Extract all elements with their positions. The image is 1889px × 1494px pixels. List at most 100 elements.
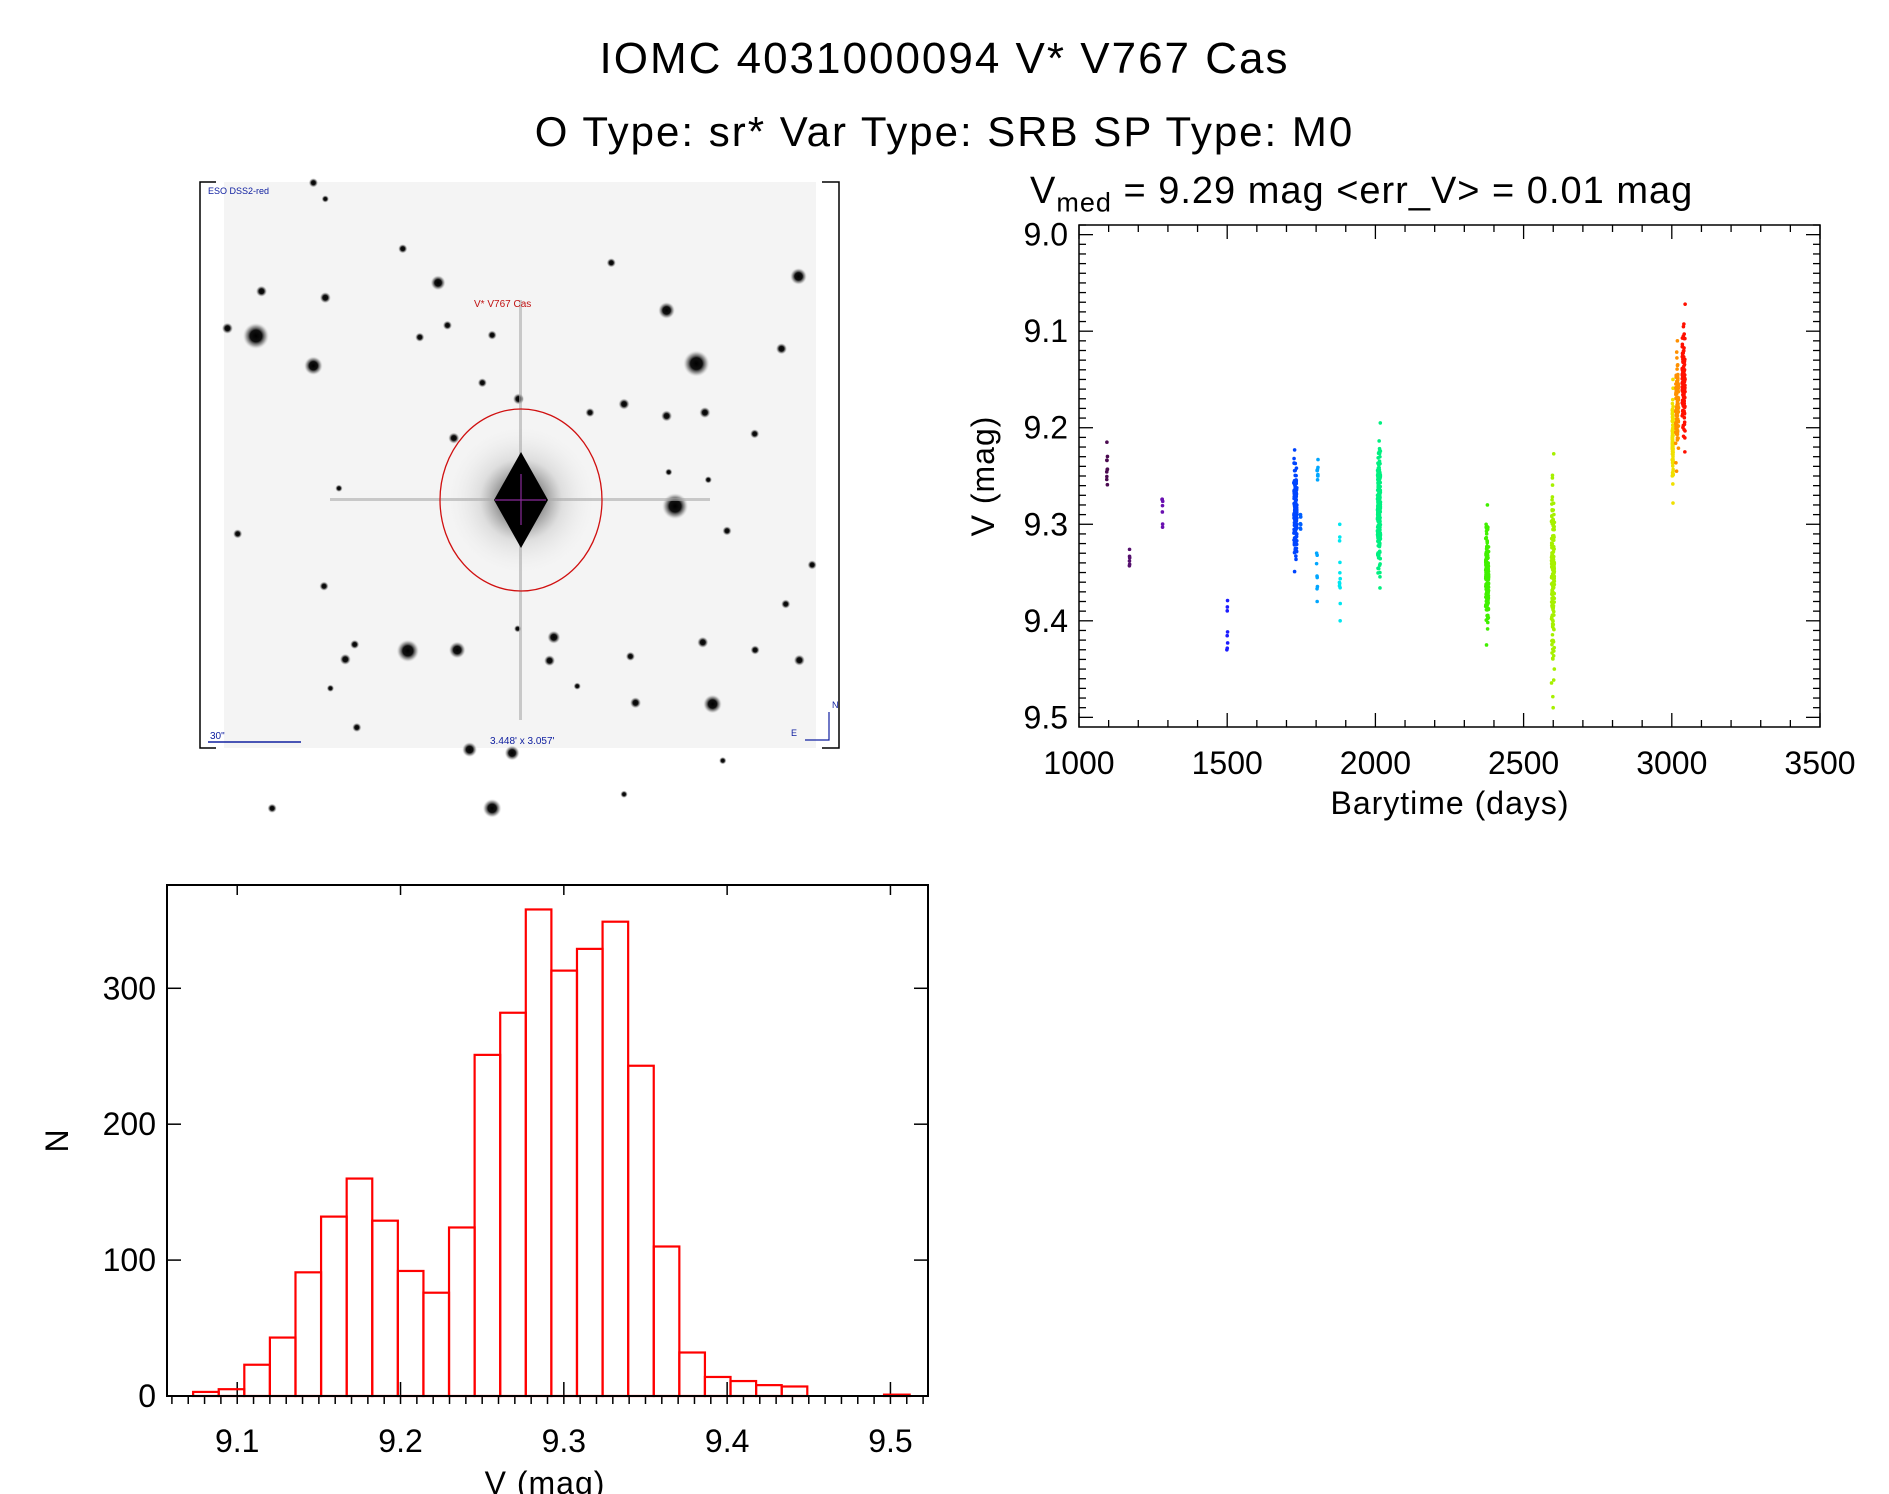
data-point <box>1671 386 1675 391</box>
series-epoch-6 <box>1298 512 1303 531</box>
data-point <box>1377 497 1381 501</box>
data-point <box>1551 533 1556 538</box>
histogram-bar <box>678 1351 707 1398</box>
star <box>606 258 616 268</box>
data-point <box>1294 526 1299 530</box>
data-point <box>1484 532 1489 536</box>
data-point <box>1674 396 1678 401</box>
data-point <box>1483 604 1488 609</box>
series-epoch-3 <box>1160 497 1165 529</box>
star <box>625 651 636 662</box>
data-point <box>1377 446 1382 451</box>
north-label: N <box>832 700 839 710</box>
data-point <box>1377 479 1381 483</box>
data-point <box>1377 513 1382 517</box>
data-point <box>1681 324 1686 329</box>
star <box>573 682 581 690</box>
lightcurve-title: Vmed = 9.29 mag <err_V> = 0.01 mag <box>1030 170 1693 219</box>
east-label: E <box>791 728 797 738</box>
star <box>722 526 732 536</box>
data-point <box>1551 678 1556 682</box>
histogram-bar <box>217 1388 246 1398</box>
data-point <box>1293 473 1297 478</box>
data-point <box>1377 468 1382 472</box>
data-point <box>1671 482 1675 486</box>
data-point <box>1675 382 1679 387</box>
data-point <box>1551 451 1556 456</box>
star <box>267 803 277 813</box>
star <box>448 641 466 659</box>
data-point <box>1105 467 1110 472</box>
data-point <box>1681 349 1686 353</box>
lightcurve-axes-frame <box>1078 224 1821 728</box>
star <box>793 654 805 666</box>
data-point <box>1378 537 1383 541</box>
data-point <box>1680 366 1685 371</box>
data-point <box>1127 556 1132 560</box>
fov-label: 3.448' x 3.057' <box>490 736 555 747</box>
histogram-bar <box>396 1269 425 1398</box>
data-point <box>1378 421 1383 425</box>
data-point <box>1293 546 1298 551</box>
data-point <box>1337 522 1342 527</box>
data-point <box>1670 433 1675 438</box>
data-point <box>1551 549 1556 554</box>
histogram-ticks <box>167 885 928 1404</box>
data-point <box>1682 377 1686 381</box>
data-point <box>1673 441 1678 446</box>
data-point <box>1676 446 1681 450</box>
histogram-bar <box>345 1177 374 1398</box>
star <box>697 636 709 648</box>
data-point <box>1551 657 1555 661</box>
data-point <box>1550 596 1554 601</box>
data-point <box>1105 454 1110 459</box>
histogram-bar <box>575 947 604 1398</box>
data-point <box>1293 518 1297 522</box>
data-point <box>1552 667 1557 671</box>
series-epoch-2 <box>1127 547 1132 568</box>
data-point <box>1378 510 1383 514</box>
target-circle <box>439 408 603 592</box>
data-point <box>1292 541 1297 545</box>
histogram-bar <box>755 1384 783 1398</box>
data-point <box>1485 567 1489 571</box>
data-point <box>1294 522 1299 527</box>
star <box>335 484 343 493</box>
data-point <box>1293 484 1297 488</box>
data-point <box>1550 622 1555 626</box>
data-point <box>1676 389 1681 394</box>
data-point <box>1485 503 1490 507</box>
data-point <box>1670 436 1675 441</box>
data-point <box>1551 590 1555 594</box>
star <box>319 292 331 304</box>
data-point <box>1681 360 1685 365</box>
data-point <box>1550 605 1555 610</box>
data-point <box>1315 575 1320 580</box>
data-point <box>1225 598 1230 603</box>
data-point <box>1485 544 1489 548</box>
data-point <box>1378 562 1382 566</box>
survey-label: ESO DSS2-red <box>208 186 269 196</box>
star <box>448 432 460 444</box>
data-point <box>1294 554 1298 558</box>
frame-left <box>199 181 216 749</box>
data-point <box>1225 633 1229 638</box>
data-point <box>1292 569 1297 574</box>
data-point <box>1551 609 1556 614</box>
data-point <box>1292 456 1296 461</box>
data-point <box>1681 370 1685 375</box>
star <box>482 798 502 818</box>
star <box>629 697 642 709</box>
data-point <box>1675 356 1679 360</box>
data-point <box>1127 559 1132 563</box>
data-point <box>1160 503 1165 508</box>
data-point <box>1486 556 1490 560</box>
data-point <box>1551 613 1556 617</box>
y-tick-label: 9.2 <box>1024 410 1068 446</box>
star <box>585 407 595 418</box>
data-point <box>1315 599 1319 604</box>
data-point <box>1485 525 1490 530</box>
data-point <box>1486 562 1490 566</box>
data-point <box>1316 474 1320 478</box>
